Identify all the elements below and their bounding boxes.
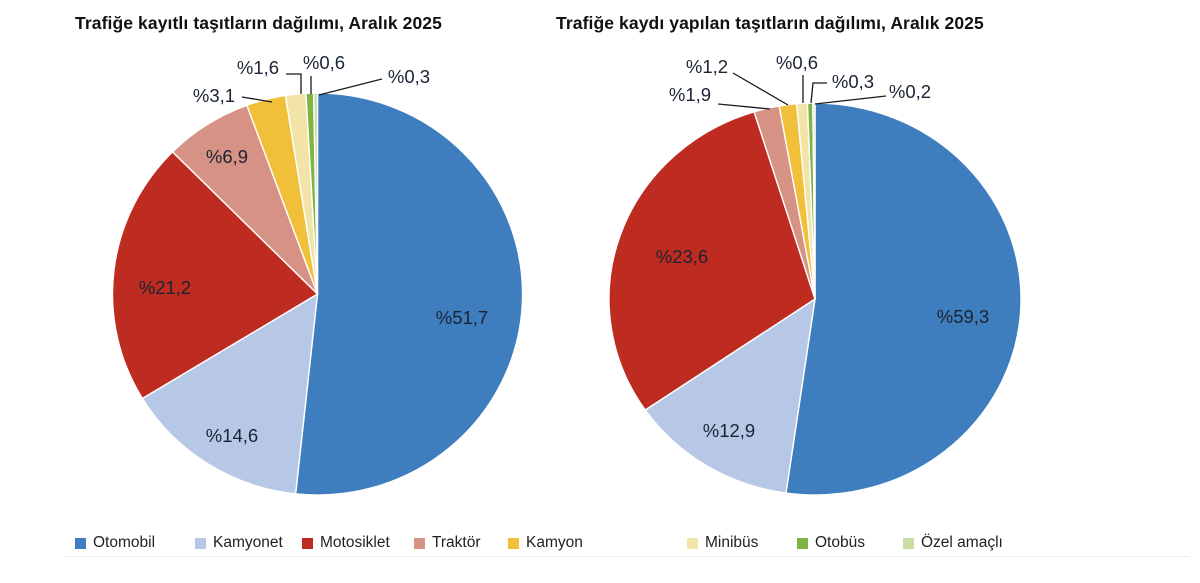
legend-item-minibus: Minibüs — [687, 533, 758, 553]
slice-label-kamyon-right: %1,2 — [685, 56, 729, 77]
legend-label-motosiklet: Motosiklet — [320, 534, 390, 551]
pie-slice-otomobil-left — [294, 92, 524, 496]
slice-label-kamyon-left: %3,1 — [192, 85, 236, 106]
slice-label-motosiklet-left: %21,2 — [138, 277, 192, 298]
leader-line-kamyon-right — [732, 72, 789, 106]
legend-swatch-otomobil — [75, 537, 86, 549]
legend-label-otobus: Otobüs — [815, 534, 865, 551]
pie-slice-motosiklet-left — [111, 151, 319, 400]
legend-label-kamyonet: Kamyonet — [213, 534, 283, 551]
legend-swatch-kamyon — [508, 537, 519, 549]
slice-label-otomobil-left: %51,7 — [435, 307, 489, 328]
legend-swatch-kamyonet — [195, 537, 206, 549]
legend-item-traktor: Traktör — [414, 533, 481, 553]
chart-title-left: Trafiğe kayıtlı taşıtların dağılımı, Ara… — [75, 13, 442, 33]
legend-swatch-motosiklet — [302, 537, 313, 549]
legend-label-otomobil: Otomobil — [93, 534, 156, 551]
slice-label-otobus-left: %0,6 — [302, 52, 346, 73]
slice-label-traktor-left: %6,9 — [205, 146, 249, 167]
legend-item-motosiklet: Motosiklet — [302, 533, 390, 553]
leader-line-kamyon-left — [241, 96, 273, 103]
legend-label-kamyon: Kamyon — [526, 534, 583, 551]
pie-slice-otomobil-right — [785, 102, 1022, 496]
chart-title-right: Trafiğe kaydı yapılan taşıtların dağılım… — [556, 13, 984, 33]
legend-item-kamyonet: Kamyonet — [195, 533, 283, 553]
slice-label-kamyonet-left: %14,6 — [205, 425, 259, 446]
bottom-divider — [65, 556, 1190, 557]
legend-swatch-minibus — [687, 537, 698, 549]
slice-label-motosiklet-right: %23,6 — [655, 246, 709, 267]
leader-line-ozel-amacli-left — [318, 78, 383, 96]
slice-label-minibus-right: %0,6 — [775, 52, 819, 73]
legend-item-ozel-amacli: Özel amaçlı — [903, 533, 1003, 553]
leader-line-otobus-right — [810, 82, 827, 104]
slice-label-traktor-right: %1,9 — [668, 84, 712, 105]
slice-label-ozel-amacli-left: %0,3 — [387, 66, 431, 87]
slice-label-otobus-right: %0,3 — [831, 71, 875, 92]
legend-item-otomobil: Otomobil — [75, 533, 155, 553]
leader-line-minibus-left — [286, 73, 302, 94]
legend-label-traktor: Traktör — [432, 534, 481, 551]
legend-label-minibus: Minibüs — [705, 534, 759, 551]
legend-swatch-traktor — [414, 537, 425, 549]
slice-label-kamyonet-right: %12,9 — [702, 420, 756, 441]
legend-swatch-ozel-amacli — [903, 537, 914, 549]
legend: Otomobil Kamyonet Motosiklet Traktör Kam… — [0, 533, 1200, 557]
slice-label-ozel-amacli-right: %0,2 — [888, 81, 932, 102]
legend-label-ozel-amacli: Özel amaçlı — [921, 534, 1003, 551]
leader-line-traktor-right — [717, 103, 771, 110]
pie-slice-ozel-amacli-left — [312, 92, 319, 295]
pie-slice-kamyonet-right — [644, 298, 816, 494]
pie-slice-kamyonet-left — [141, 293, 319, 495]
pie-slice-motosiklet-right — [608, 111, 816, 411]
slice-label-otomobil-right: %59,3 — [936, 306, 990, 327]
legend-item-otobus: Otobüs — [797, 533, 865, 553]
pie-slice-ozel-amacli-right — [812, 102, 816, 300]
leader-line-ozel-amacli-right — [814, 95, 887, 105]
slice-label-minibus-left: %1,6 — [236, 57, 280, 78]
legend-swatch-otobus — [797, 537, 808, 549]
legend-item-kamyon: Kamyon — [508, 533, 583, 553]
